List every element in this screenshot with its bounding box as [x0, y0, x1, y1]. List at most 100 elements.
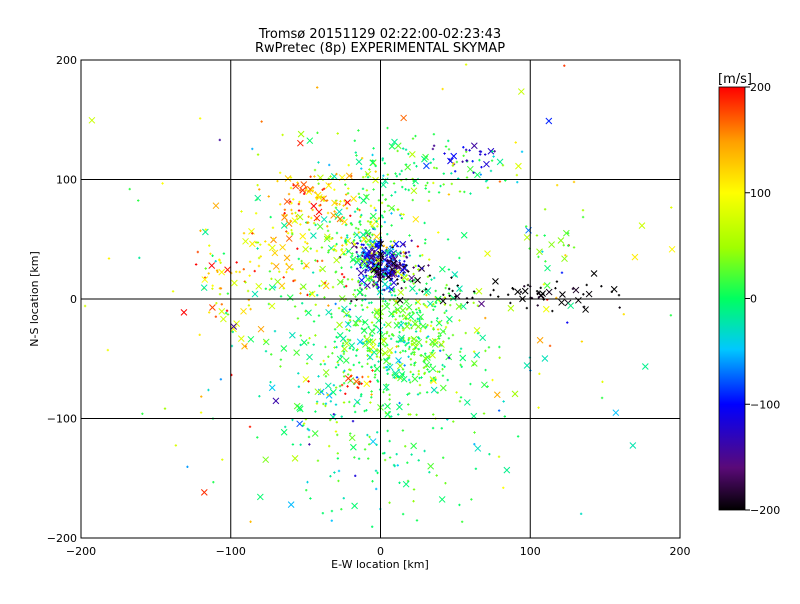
data-point-cross	[514, 288, 522, 296]
data-point-plus	[400, 304, 403, 308]
data-point-cross	[536, 336, 544, 344]
data-point-cross	[364, 282, 371, 289]
data-point-cross	[395, 357, 402, 364]
data-point-plus	[425, 282, 428, 285]
data-point-plus	[269, 380, 272, 384]
data-point-plus	[497, 455, 501, 458]
data-point-plus	[211, 254, 214, 257]
data-point-plus	[484, 368, 487, 372]
data-point-plus	[409, 323, 413, 327]
data-point-cross	[333, 256, 340, 264]
data-point-plus	[211, 287, 214, 290]
data-point-cross	[291, 455, 299, 462]
data-point-cross	[361, 318, 369, 326]
data-point-plus	[367, 301, 371, 305]
data-point-plus	[412, 272, 415, 276]
data-point-cross	[237, 335, 245, 342]
data-point-cross	[262, 338, 270, 346]
data-point-cross	[355, 158, 363, 166]
data-point-plus	[392, 310, 396, 313]
data-point-plus	[356, 401, 360, 404]
data-point-plus	[418, 376, 421, 380]
data-point-plus	[174, 444, 178, 447]
data-point-plus	[415, 292, 418, 295]
data-point-cross	[567, 302, 575, 310]
data-point-plus	[554, 287, 557, 290]
data-point-cross	[424, 354, 431, 361]
data-point-cross	[415, 323, 422, 331]
data-point-plus	[434, 289, 437, 293]
data-point-plus	[398, 360, 401, 364]
data-point-plus	[327, 304, 330, 307]
data-point-cross	[363, 193, 370, 201]
data-point-plus	[420, 344, 423, 348]
data-point-plus	[355, 349, 358, 352]
data-point-plus	[235, 270, 238, 274]
data-point-plus	[447, 356, 451, 360]
data-point-cross	[302, 245, 309, 253]
data-point-plus	[383, 278, 386, 281]
data-point-plus	[333, 328, 337, 331]
data-point-plus	[464, 148, 468, 152]
data-point-plus	[372, 283, 376, 286]
data-point-plus	[398, 314, 401, 318]
data-point-plus	[357, 386, 360, 390]
data-point-plus	[420, 317, 423, 321]
data-point-plus	[363, 253, 366, 256]
data-point-plus	[414, 301, 418, 305]
data-point-plus	[318, 284, 321, 288]
data-point-plus	[423, 242, 427, 245]
data-point-plus	[566, 232, 570, 235]
data-point-plus	[215, 269, 219, 272]
data-point-plus	[357, 231, 361, 234]
data-point-plus	[349, 375, 352, 378]
data-point-plus	[293, 279, 297, 282]
data-point-plus	[428, 258, 431, 261]
data-point-cross	[396, 403, 403, 411]
data-point-plus	[396, 149, 399, 153]
data-point-plus	[388, 259, 392, 262]
data-point-cross	[254, 194, 262, 202]
data-point-plus	[308, 189, 312, 193]
data-point-plus	[409, 363, 413, 366]
data-point-plus	[414, 330, 418, 333]
data-point-plus	[349, 222, 353, 225]
data-point-cross	[451, 271, 459, 278]
data-point-plus	[333, 346, 336, 349]
data-point-plus	[375, 281, 378, 284]
data-point-plus	[417, 372, 420, 376]
data-point-cross	[369, 212, 377, 220]
data-point-cross	[366, 338, 374, 346]
data-point-plus	[373, 206, 376, 210]
data-point-plus	[359, 239, 362, 242]
data-point-plus	[198, 333, 201, 337]
data-point-plus	[346, 192, 350, 195]
data-point-cross	[283, 198, 291, 205]
data-point-plus	[373, 228, 377, 231]
y-axis-label: N-S location [km]	[28, 251, 41, 347]
data-point-plus	[375, 355, 379, 358]
data-point-plus	[383, 274, 387, 277]
data-point-plus	[441, 87, 444, 91]
data-point-plus	[344, 183, 347, 186]
data-point-plus	[440, 427, 443, 430]
data-point-plus	[463, 190, 466, 194]
data-point-plus	[442, 183, 445, 186]
data-point-plus	[412, 500, 415, 503]
data-point-plus	[334, 366, 338, 369]
data-point-plus	[359, 215, 362, 219]
data-point-plus	[408, 345, 411, 349]
data-point-plus	[340, 236, 343, 239]
data-point-plus	[402, 213, 405, 216]
data-point-cross	[429, 351, 436, 359]
data-point-plus	[459, 347, 463, 350]
data-point-cross	[381, 349, 389, 357]
data-point-plus	[411, 373, 415, 376]
data-point-cross	[358, 276, 366, 284]
data-point-plus	[333, 210, 336, 213]
data-point-plus	[342, 252, 346, 256]
data-point-plus	[357, 457, 361, 460]
data-point-plus	[424, 356, 427, 360]
data-point-plus	[314, 223, 317, 227]
data-point-plus	[411, 343, 414, 346]
